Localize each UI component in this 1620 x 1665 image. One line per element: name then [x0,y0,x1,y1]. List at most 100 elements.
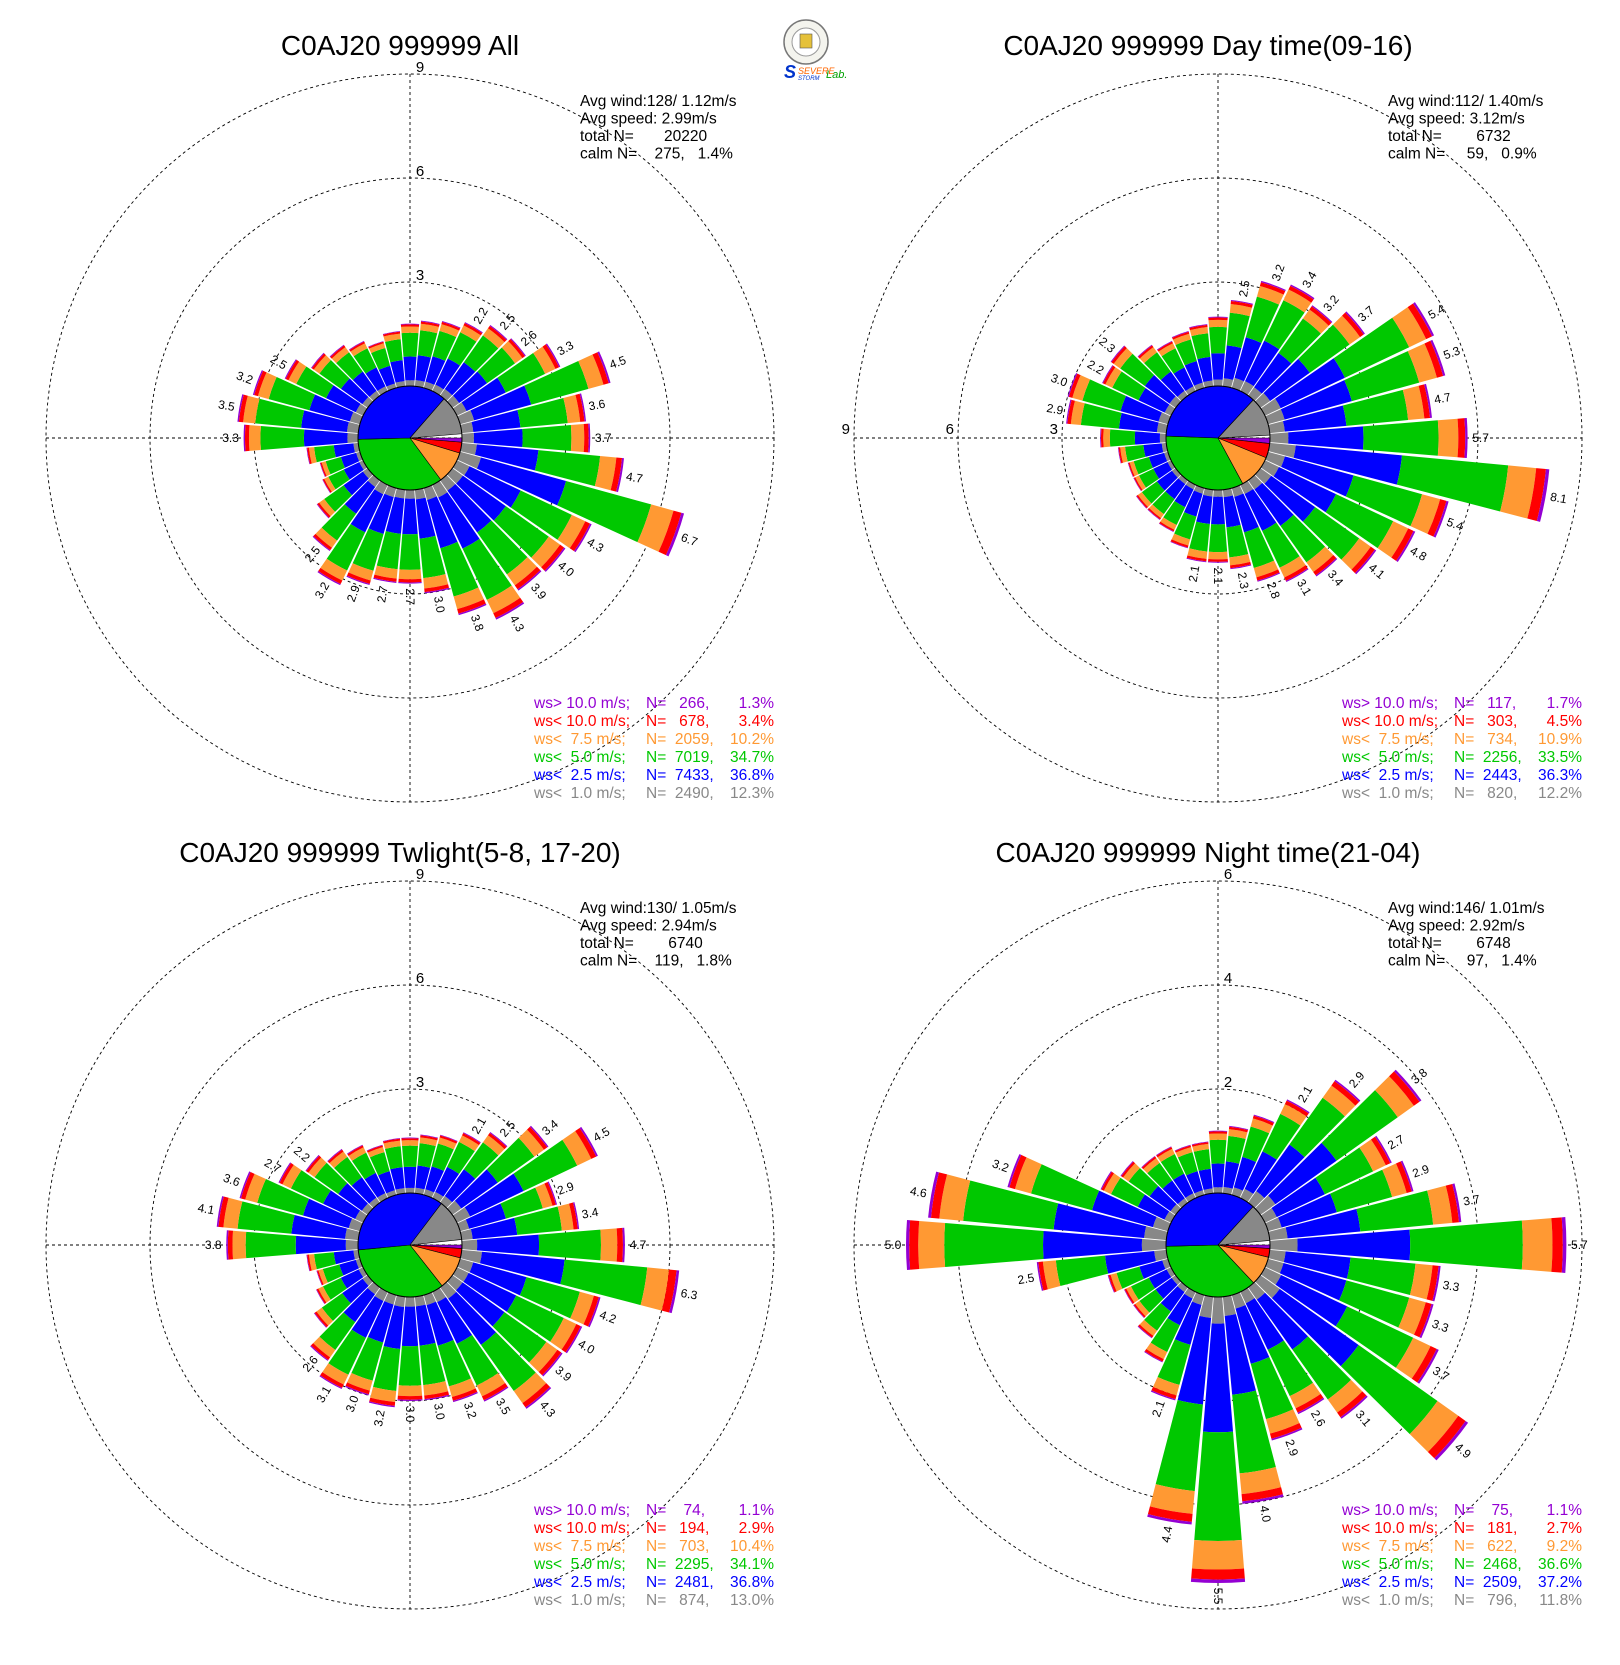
bar-segment [245,1173,266,1203]
direction-bar-40: 2.5 [440,311,518,401]
bar-segment [384,1146,403,1170]
bar-segment [1191,1568,1245,1580]
legend-count: N= 2490, [646,785,714,802]
bar-segment [384,339,403,363]
bar-segment [1409,1220,1523,1270]
bar-segment [324,485,352,512]
bar-segment [1141,481,1165,504]
bar-segment [1143,443,1164,457]
bar-segment [1053,1203,1147,1239]
direction-bar-50: 2.6 [447,327,540,408]
legend-count: N= 820, [1454,785,1517,802]
bar-segment [1280,514,1326,563]
bar-segment [1235,1305,1270,1364]
bar-segment [308,447,317,464]
bar-segment [1437,418,1459,458]
bar-segment [1186,555,1207,562]
bar-segment [347,1145,364,1156]
bar-segment [487,325,507,343]
legend-count: N= 75, [1454,1502,1513,1519]
bar-segment [313,1312,327,1328]
bar-segment [444,362,476,396]
bar-segment [320,558,348,581]
bar-segment [1170,539,1189,548]
bar-segment [1280,1104,1307,1126]
bar-segment [1082,379,1126,412]
bar-segment [1155,1146,1172,1156]
bar-segment [447,1275,463,1291]
bar-segment [441,321,461,331]
bar-segment [1433,500,1449,538]
bar-segment [1105,1251,1156,1274]
direction-bar-290: 3.2 [990,1154,1171,1232]
bar-segment [218,1196,229,1228]
bar-segment [1265,1409,1300,1434]
legend-bin-label: ws< 1.0 m/s; [533,1592,626,1609]
direction-bar-90: 5.7 [1269,1217,1588,1273]
legend-count: N= 181, [1454,1520,1517,1537]
bar-segment [1240,1188,1254,1203]
bar-segment [448,1378,476,1398]
bar-segment [437,1137,457,1150]
direction-bar-200: 2.9 [344,485,397,604]
bar-segment [1269,1422,1302,1439]
legend-bin-label: ws< 7.5 m/s; [533,1538,626,1555]
bar-segment [1118,447,1123,464]
bar-segment [1340,1395,1368,1419]
bar-segment [362,468,373,479]
direction-bar-10 [414,320,440,388]
direction-bar-230 [316,468,373,519]
direction-bar-90: 3.7 [461,423,612,453]
bar-total-label: 3.0 [431,595,448,614]
bar-segment [420,1134,438,1139]
legend-bin-label: ws> 10.0 m/s; [533,695,630,712]
direction-bar-290: 3.0 [1049,371,1171,425]
legend-bin-label: ws< 5.0 m/s; [1341,1556,1434,1573]
bar-segment [1260,280,1286,292]
bar-segment [318,567,343,584]
bar-segment [1273,466,1337,513]
bar-segment [1374,1135,1392,1164]
bar-segment [390,360,405,383]
bar-segment [1108,1274,1117,1293]
bar-segment [489,1131,508,1148]
legend-percent: 36.8% [730,1574,774,1591]
bar-segment [319,462,326,477]
bar-segment [1191,1540,1245,1570]
bar-segment [482,1135,505,1156]
bar-total-label: 3.8 [1408,1065,1430,1087]
legend-count: N= 678, [646,713,709,730]
bar-segment [329,1151,348,1168]
bar-segment [1117,447,1122,464]
bar-segment [506,557,537,586]
bar-segment [1344,351,1420,402]
bar-segment [1286,1099,1310,1114]
bar-segment [1230,299,1253,305]
bar-segment [1127,462,1134,477]
bar-segment [444,1169,476,1203]
bar-segment [1375,1076,1414,1118]
bar-segment [1240,1287,1255,1304]
bar-segment [322,1277,347,1300]
bar-segment [456,1335,499,1386]
direction-bar-170: 4.0 [1222,1295,1284,1524]
bar-segment [306,1254,310,1272]
bar-segment [658,510,682,556]
legend-bin-label: ws< 1.0 m/s; [1341,1592,1434,1609]
bar-segment [1149,1484,1195,1514]
bar-segment [1223,1161,1240,1189]
bar-segment [316,503,330,519]
bar-segment [1222,1295,1236,1317]
bar-segment [597,351,611,384]
bar-segment [1133,477,1142,492]
pie-outline [1165,1192,1271,1298]
bar-segment [1144,1348,1164,1362]
legend-count: N= 703, [646,1538,709,1555]
direction-bar-90: 4.7 [461,1227,647,1263]
bar-total-label: 4.7 [630,1238,647,1252]
direction-bar-20 [1231,1114,1275,1198]
bar-segment [1268,1142,1337,1205]
bar-segment [1333,317,1410,378]
bar-segment [534,450,601,487]
